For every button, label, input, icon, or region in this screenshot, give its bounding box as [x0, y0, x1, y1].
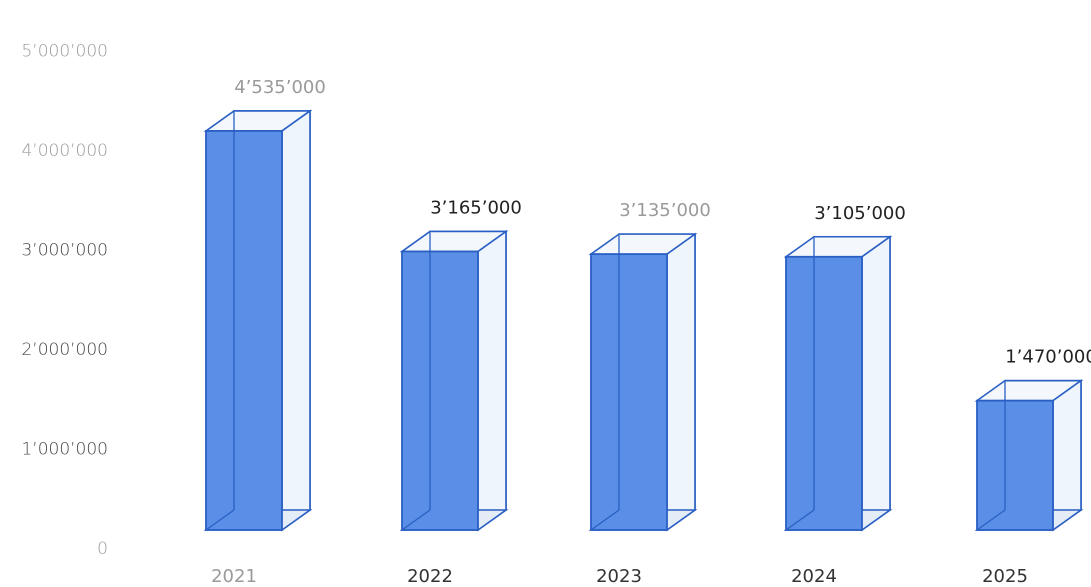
bar-series: 4’535’000 3’165’000 3’135’000 3’105’000 1’47…: [203, 77, 1091, 532]
y-tick-label: 3’000’000: [21, 241, 108, 261]
bar-inner-edge: [401, 509, 431, 531]
x-tick-label: 2021: [211, 566, 257, 587]
bar-front-face: [785, 255, 863, 531]
bar-inner-edge: [785, 509, 815, 531]
x-tick-label: 2024: [791, 566, 837, 587]
bar-front-face: [590, 253, 668, 531]
bar-side-face: [281, 109, 311, 532]
x-tick-label: 2022: [407, 566, 453, 587]
data-label: 3’165’000: [430, 197, 522, 218]
bar-front-face: [976, 399, 1054, 531]
data-label: 1’470’000: [1005, 347, 1091, 368]
bar-front-face: [205, 130, 283, 531]
bar-front-face: [401, 250, 479, 531]
data-label: 4’535’000: [234, 77, 326, 98]
bar-inner-edge: [205, 509, 235, 531]
bar: 4’535’000: [203, 77, 326, 532]
bar: 3’165’000: [399, 197, 522, 532]
data-label: 3’105’000: [814, 203, 906, 224]
bar-inner-edge: [976, 509, 1006, 531]
y-tick-label: 1’000’000: [21, 440, 108, 460]
bar-side-face: [861, 235, 891, 532]
data-label: 3’135’000: [619, 200, 711, 221]
bar: 1’470’000: [974, 347, 1091, 532]
bar-side-face: [666, 232, 696, 532]
bar-inner-edge: [590, 509, 620, 531]
x-tick-label: 2025: [982, 566, 1028, 587]
y-tick-label: 0: [97, 539, 108, 559]
bar-side-face: [477, 229, 507, 532]
bar: 3’105’000: [783, 203, 906, 532]
y-tick-label: 2’000’000: [21, 340, 108, 360]
x-axis: 2021 2022 2023 2024 2025: [211, 566, 1028, 587]
y-tick-label: 5’000’000: [21, 42, 108, 62]
x-tick-label: 2023: [596, 566, 642, 587]
y-axis: 0 1’000’000 2’000’000 3’000’000 4’000’000 5’0…: [21, 42, 108, 560]
bar-side-face: [1052, 379, 1082, 532]
bar: 3’135’000: [588, 200, 711, 532]
y-tick-label: 4’000’000: [21, 141, 108, 161]
